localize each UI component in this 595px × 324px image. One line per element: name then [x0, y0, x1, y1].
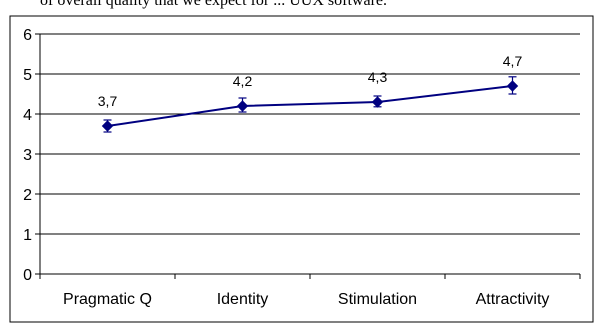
- gridlines: [40, 33, 580, 235]
- y-tick-label: 2: [23, 187, 32, 204]
- y-tick-labels: 0 1 2 3 4 5 6: [23, 27, 32, 284]
- data-point-marker: [101, 120, 114, 132]
- y-tick-label: 3: [23, 147, 32, 164]
- x-tick-label: Attractivity: [476, 291, 550, 308]
- data-point-marker: [236, 100, 249, 112]
- data-label: 4,2: [233, 73, 253, 89]
- data-label: 4,7: [503, 53, 523, 69]
- chart-border: [9, 15, 594, 323]
- data-label: 3,7: [98, 93, 118, 109]
- series-line: [107, 85, 513, 127]
- y-tick-label: 0: [23, 267, 32, 284]
- x-tick-labels: Pragmatic Q Identity Stimulation Attractivi…: [63, 291, 549, 308]
- data-labels: 3,7 4,2 4,3 4,7: [98, 53, 523, 109]
- x-tick-label: Pragmatic Q: [63, 291, 152, 308]
- x-tick-label: Stimulation: [338, 291, 417, 308]
- series: [101, 76, 519, 133]
- x-tick-label: Identity: [217, 291, 269, 308]
- axes: [35, 33, 581, 279]
- clipped-caption-text: of overall quality that we expect for ..…: [40, 0, 387, 9]
- y-tick-label: 6: [23, 27, 32, 44]
- y-tick-label: 5: [23, 67, 32, 84]
- y-tick-label: 1: [23, 227, 32, 244]
- y-tick-label: 4: [23, 107, 32, 124]
- data-point-marker: [371, 96, 384, 108]
- data-point-marker: [506, 80, 519, 92]
- data-label: 4,3: [368, 69, 388, 85]
